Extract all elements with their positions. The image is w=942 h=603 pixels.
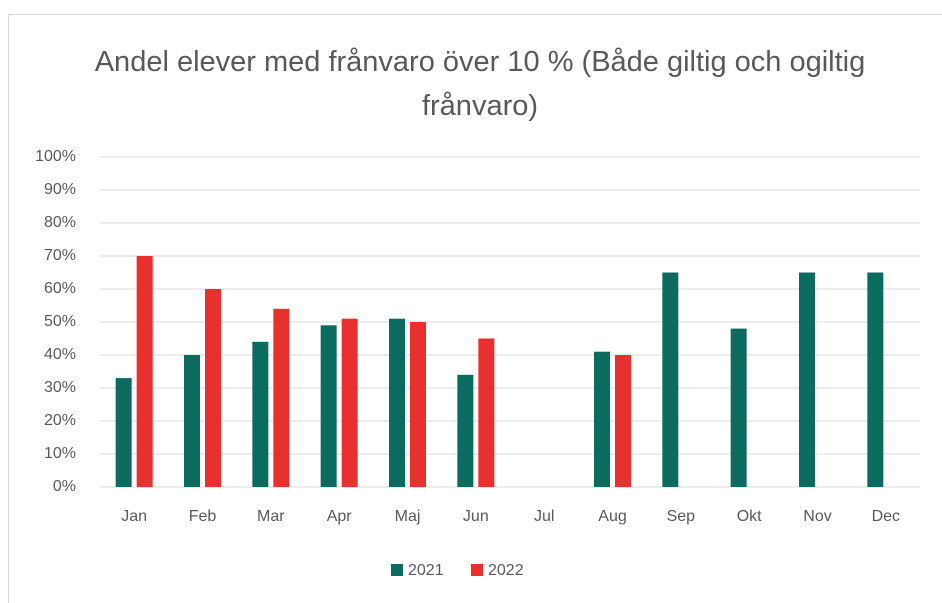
bar — [478, 338, 495, 487]
bar — [615, 355, 631, 487]
bar — [252, 341, 269, 487]
x-tick-label: Nov — [803, 508, 831, 525]
bar — [136, 256, 153, 487]
y-tick-label: 70% — [44, 247, 76, 264]
chart-frame — [8, 14, 942, 603]
y-tick-label: 100% — [35, 148, 76, 165]
bar — [730, 328, 747, 487]
y-tick-label: 20% — [44, 412, 76, 429]
bar — [662, 272, 679, 487]
y-tick-label: 50% — [44, 313, 76, 330]
x-tick-label: Feb — [189, 508, 217, 525]
bar — [341, 318, 358, 487]
y-tick-label: 80% — [44, 214, 76, 231]
x-tick-label: Mar — [257, 508, 285, 525]
x-tick-label: Jun — [463, 508, 489, 525]
bar — [867, 272, 884, 487]
legend-label: 2021 — [408, 562, 444, 579]
bar — [115, 378, 132, 487]
bar — [799, 272, 815, 487]
bar — [184, 355, 200, 487]
x-tick-label: Jan — [121, 508, 147, 525]
x-tick-label: Maj — [395, 508, 421, 525]
y-tick-label: 10% — [44, 445, 76, 462]
legend-swatch — [391, 564, 403, 576]
bar — [594, 351, 610, 487]
bar — [273, 308, 290, 487]
x-tick-label: Apr — [327, 508, 353, 525]
x-tick-label: Aug — [598, 508, 626, 525]
bar — [457, 374, 474, 487]
bar — [410, 322, 426, 487]
bar — [320, 325, 337, 487]
x-tick-label: Okt — [737, 508, 762, 525]
y-tick-label: 0% — [53, 478, 76, 495]
chart-title: Andel elever med frånvaro över 10 % (Båd… — [94, 46, 866, 122]
y-tick-label: 30% — [44, 379, 76, 396]
x-tick-label: Dec — [872, 508, 900, 525]
y-tick-label: 60% — [44, 280, 76, 297]
bar — [389, 318, 405, 487]
x-tick-label: Jul — [534, 508, 554, 525]
y-tick-label: 90% — [44, 181, 76, 198]
legend-swatch — [471, 564, 483, 576]
y-tick-label: 40% — [44, 346, 76, 363]
legend-label: 2022 — [488, 562, 524, 579]
x-tick-label: Sep — [667, 508, 696, 525]
bar — [205, 289, 221, 487]
